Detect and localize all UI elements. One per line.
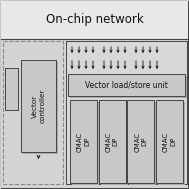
Bar (72, 102, 99, 185)
Text: Vector load/store unit: Vector load/store unit (85, 81, 168, 90)
Bar (129, 102, 156, 185)
Bar (156, 100, 183, 183)
Bar (23, 62, 58, 154)
Bar (21, 60, 56, 152)
Bar (158, 102, 185, 185)
Text: CMAC
DP: CMAC DP (134, 131, 148, 152)
Bar (99, 100, 126, 183)
Bar (127, 100, 154, 183)
Bar (1, 39, 188, 188)
Text: CMAC
DP: CMAC DP (105, 131, 119, 152)
Text: Vector
controller: Vector controller (32, 89, 45, 123)
Bar (68, 74, 185, 96)
Bar (5, 68, 18, 110)
Bar (1, 1, 188, 39)
Text: On-chip network: On-chip network (46, 13, 143, 26)
Text: CMAC
DP: CMAC DP (163, 131, 177, 152)
Bar (101, 102, 128, 185)
Bar (3, 41, 63, 184)
Bar (70, 76, 187, 98)
Bar (70, 100, 97, 183)
Text: CMAC
DP: CMAC DP (77, 131, 90, 152)
Bar (66, 41, 187, 184)
